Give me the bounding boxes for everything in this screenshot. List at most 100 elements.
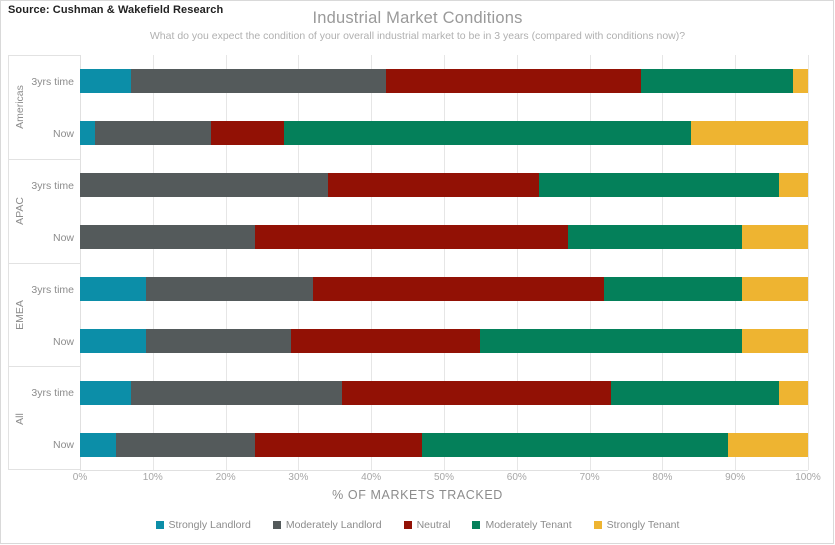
bar-segment[interactable] [145,329,292,353]
category-group: All 3yrs time Now [9,367,80,471]
bar-segment[interactable] [742,225,808,249]
bar-segment[interactable] [342,381,612,405]
category-group: EMEA 3yrs time Now [9,264,80,368]
x-tick-label: 60% [506,472,527,483]
bar-segment[interactable] [254,433,423,457]
bar-segment[interactable] [80,433,117,457]
gridlines [80,55,809,470]
bar-slot [80,107,808,159]
bar-segment[interactable] [80,173,328,197]
bar-segment[interactable] [327,173,539,197]
bar-segment[interactable] [691,121,808,145]
legend-item[interactable]: Strongly Landlord [155,519,251,531]
category-sub-label: Now [52,128,74,140]
x-tick-label: 90% [725,472,746,483]
bar-segment[interactable] [254,225,568,249]
bar-segment[interactable] [130,381,343,405]
bar-segment[interactable] [480,329,743,353]
stacked-bar[interactable] [80,225,808,249]
x-tick-label: 50% [433,472,455,483]
bar-slot [80,55,808,107]
stacked-bar[interactable] [80,381,808,405]
bar-segment[interactable] [742,277,808,301]
gridline [444,55,445,470]
bar-segment[interactable] [611,381,779,405]
legend-label: Moderately Tenant [485,519,572,531]
gridline [152,55,154,470]
bar-slot [80,159,808,211]
bar-segment[interactable] [116,433,255,457]
stacked-bar[interactable] [80,329,808,353]
bar-segment[interactable] [145,277,313,301]
bar-segment[interactable] [422,433,728,457]
legend-swatch-icon [472,521,481,529]
gridline [371,55,373,470]
bar-segment[interactable] [80,277,146,301]
legend-item[interactable]: Strongly Tenant [593,519,680,531]
bar-segment[interactable] [80,225,255,249]
gridline [516,55,518,470]
bar-segment[interactable] [538,173,779,197]
legend-swatch-icon [155,521,164,529]
category-sub-label: 3yrs time [31,76,74,88]
bar-segment[interactable] [385,69,641,93]
gridline [808,55,809,470]
bar-segment[interactable] [291,329,481,353]
gridline [589,55,591,470]
region-label-text: Americas [14,85,27,130]
bar-segment[interactable] [80,329,146,353]
stacked-bar[interactable] [80,121,808,145]
chart-title: Industrial Market Conditions [312,9,523,27]
x-tick-label: 80% [652,472,673,483]
region-label: Americas [11,56,29,159]
bar-slot [80,211,808,263]
bar-segment[interactable] [283,121,692,145]
legend-item[interactable]: Moderately Landlord [272,519,382,531]
gridline [735,55,737,470]
bar-segment[interactable] [312,277,605,301]
bar-slot [80,315,808,367]
legend-label: Neutral [416,519,451,531]
stacked-bar[interactable] [80,433,808,457]
x-tick-label: 40% [361,472,382,483]
bar-segment[interactable] [130,69,386,93]
category-sub-label: Now [52,231,74,244]
region-label: All [11,367,29,471]
bar-segment[interactable] [94,121,212,145]
legend-item[interactable]: Neutral [403,519,451,531]
legend-label: Strongly Tenant [606,519,680,531]
legend-swatch-icon [272,521,281,529]
gridline [80,55,81,470]
stacked-bar[interactable] [80,173,808,197]
region-label: APAC [11,160,29,263]
bar-segment[interactable] [80,381,131,405]
x-axis-line [80,470,808,471]
bar-segment[interactable] [80,69,131,93]
stacked-bar[interactable] [80,69,808,93]
bar-segment[interactable] [793,69,808,93]
bar-segment[interactable] [742,329,808,353]
bar-segment[interactable] [80,121,95,145]
x-tick-label: 100% [795,472,821,483]
bar-segment[interactable] [727,433,808,457]
bar-segment[interactable] [640,69,794,93]
stacked-bar[interactable] [80,277,808,301]
chart-legend: Strongly Landlord Moderately Landlord Neut… [0,519,835,531]
bar-segment[interactable] [778,173,808,197]
bar-segment[interactable] [211,121,284,145]
gridline [225,55,227,470]
category-group: APAC 3yrs time Now [9,160,80,264]
category-axis-panel: Americas 3yrs time Now APAC 3yrs time Now EMEA… [8,55,80,470]
bar-segment[interactable] [778,381,808,405]
bar-slot [80,263,808,315]
x-axis-label: % OF MARKETS TRACKED [332,488,503,502]
legend-swatch-icon [403,521,412,529]
legend-item[interactable]: Moderately Tenant [472,519,572,531]
category-sub-label: 3yrs time [31,283,74,296]
bar-segment[interactable] [567,225,743,249]
bar-segment[interactable] [604,277,743,301]
bar-slot [80,367,808,419]
category-sub-label: 3yrs time [31,179,74,192]
x-tick-label: 20% [215,472,236,483]
